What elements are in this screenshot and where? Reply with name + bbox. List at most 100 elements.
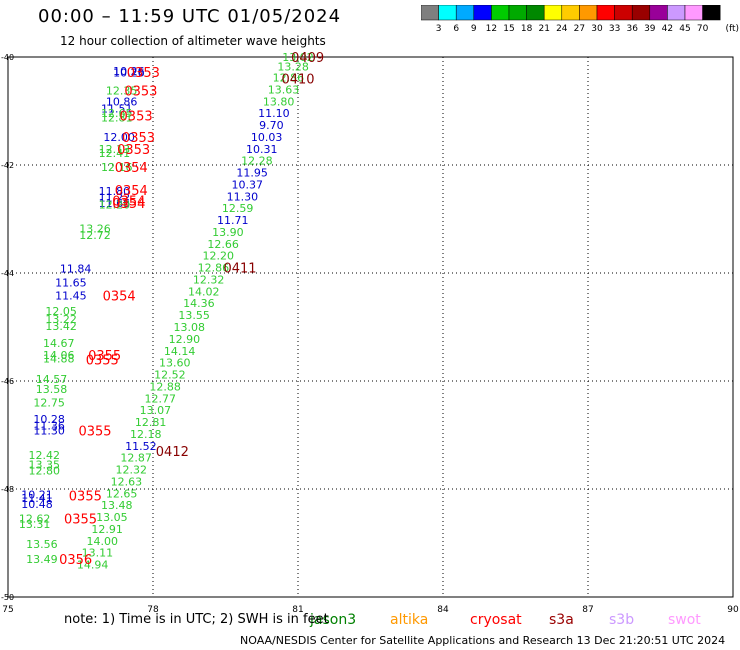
wave-height-label: 13.56 (26, 538, 58, 551)
legend-s3a: s3a (549, 612, 574, 628)
colorbar-swatch (702, 5, 721, 21)
wave-height-label: 10.28 (33, 413, 65, 426)
wave-height-label: 13.02 (282, 51, 314, 64)
wave-height-colorbar: 3 6 9 12 15 18 21 24 27 30 33 36 39 42 45 70 (ft) (421, 5, 739, 34)
y-tick-label: -48 (1, 485, 14, 494)
colorbar-label: 70 (697, 24, 709, 34)
wave-height-label: 12.05 (45, 305, 77, 318)
wave-height-label: 14.00 (87, 535, 119, 548)
pass-time-label: 0354 (115, 184, 148, 199)
legend-cryosat: cryosat (470, 612, 522, 628)
pass-time-label: 0356 (59, 553, 92, 568)
wave-height-label: 10.31 (246, 143, 278, 156)
wave-height-label: 13.90 (212, 226, 244, 239)
wave-height-label: 12.20 (99, 198, 131, 211)
wave-height-label: 13.55 (178, 309, 210, 322)
wave-height-label: 10.48 (21, 498, 53, 511)
wave-height-label: 12.28 (241, 155, 273, 168)
pass-time-label: 0355 (78, 425, 111, 440)
wave-height-label: 12.81 (135, 416, 167, 429)
wave-height-label: 14.88 (43, 352, 75, 365)
y-tick-label: -42 (1, 161, 14, 170)
x-tick-label: 81 (292, 605, 303, 612)
wave-height-label: 14.02 (188, 285, 220, 298)
x-tick-label: 84 (437, 605, 449, 612)
wave-height-label: 12.91 (91, 523, 123, 536)
wave-height-label: 12.59 (222, 202, 254, 215)
wave-height-label: 11.51 (101, 102, 133, 115)
wave-height-label: 12.32 (193, 273, 225, 286)
colorbar-label: 27 (574, 24, 585, 34)
pass-time-label: 0410 (281, 73, 314, 88)
wave-height-label: 12.13 (99, 143, 131, 156)
data-labels: 10.2610.2612.3510.8611.5112.6512.8112.00… (19, 51, 324, 572)
wave-height-label: 13.35 (29, 459, 61, 472)
x-tick-label: 78 (147, 605, 159, 612)
wave-height-label: 10.03 (251, 131, 283, 144)
wave-height-label: 12.18 (130, 428, 162, 441)
wave-height-label: 12.86 (273, 72, 305, 85)
wave-height-label: 13.22 (45, 313, 77, 326)
wave-height-label: 13.07 (140, 404, 172, 417)
pass-time-label: 0409 (291, 51, 324, 66)
wave-height-label: 12.87 (120, 452, 152, 465)
chart-title: 00:00 – 11:59 UTC 01/05/2024 (38, 6, 342, 27)
wave-height-label: 11.95 (236, 167, 268, 180)
wave-height-label: 14.36 (183, 297, 215, 310)
legend-swot: swot (668, 612, 701, 628)
pass-time-label: 0353 (120, 109, 153, 124)
wave-height-label: 11.36 (33, 419, 65, 432)
colorbar-label: 18 (521, 24, 533, 34)
colorbar-unit: (ft) (725, 24, 739, 34)
wave-height-label: 12.81 (101, 111, 133, 124)
x-tick-label: 87 (582, 605, 593, 612)
wave-height-label: 10.37 (232, 178, 264, 191)
colorbar-label: 6 (453, 24, 459, 34)
wave-height-label: 12.42 (29, 449, 61, 462)
pass-time-label: 0354 (115, 161, 148, 176)
footnote: note: 1) Time is in UTC; 2) SWH is in fe… (64, 612, 329, 627)
wave-height-map: 75 78 81 84 87 90 -40 -42 -44 -46 -48 -50 10.26 10.… (1, 51, 739, 612)
wave-height-label: 11.65 (55, 277, 87, 290)
colorbar-label: 3 (436, 24, 442, 34)
y-tick-label: -40 (1, 53, 14, 62)
wave-height-label: 12.35 (106, 84, 138, 97)
wave-height-label: 13.28 (277, 61, 309, 74)
wave-height-label: 12.75 (33, 397, 65, 410)
pass-time-label: 0355 (64, 513, 97, 528)
x-tick-label: 75 (2, 605, 13, 612)
wave-height-label: 12.63 (111, 475, 143, 488)
wave-height-label: 11.30 (33, 425, 65, 438)
wave-height-label: 13.49 (26, 553, 58, 566)
wave-height-label: 13.11 (82, 547, 114, 560)
wave-height-label: 13.08 (174, 321, 206, 334)
wave-height-label: 12.66 (207, 238, 239, 251)
pass-time-label: 0353 (124, 84, 157, 99)
pass-time-label: 0353 (122, 131, 155, 146)
legend-s3b: s3b (609, 612, 635, 628)
colorbar-label: 12 (486, 24, 497, 34)
wave-height-label: 12.86 (198, 262, 230, 275)
legend-altika: altika (390, 612, 429, 628)
colorbar-label: 30 (591, 24, 603, 34)
wave-height-label: 14.57 (36, 373, 68, 386)
wave-height-label: 9.70 (259, 119, 284, 132)
wave-height-label: 10.26 (113, 65, 145, 78)
colorbar-label: 42 (662, 24, 673, 34)
pass-time-label: 0353 (127, 66, 160, 81)
wave-height-label: 11.30 (227, 190, 259, 203)
wave-height-label: 10.86 (106, 95, 138, 108)
colorbar-label: 45 (679, 24, 690, 34)
wave-height-label: 13.48 (101, 499, 133, 512)
colorbar-label: 36 (626, 24, 638, 34)
wave-height-label: 10.21 (21, 488, 53, 501)
x-axis-ticks: 75 78 81 84 87 90 (2, 605, 739, 612)
wave-height-label: 13.58 (36, 383, 68, 396)
wave-height-label: 11.10 (258, 107, 290, 120)
pass-time-label: 0353 (117, 143, 150, 158)
wave-height-label: 12.52 (154, 369, 186, 382)
credit-line: NOAA/NESDIS Center for Satellite Applica… (240, 634, 726, 647)
wave-height-label: 11.52 (125, 440, 157, 453)
wave-height-label: 11.22 (99, 191, 131, 204)
wave-height-label: 12.62 (19, 513, 51, 526)
